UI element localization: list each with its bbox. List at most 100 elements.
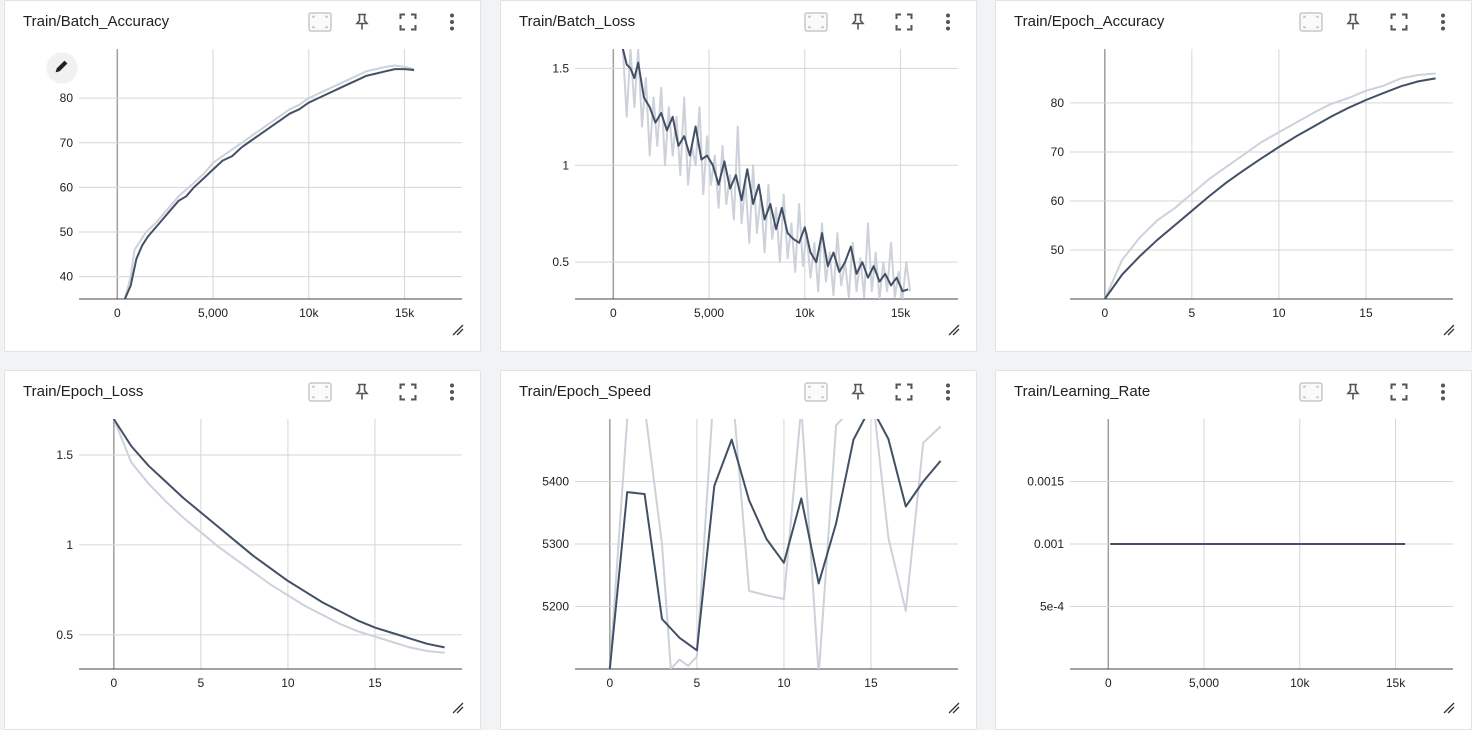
pin-button[interactable] <box>844 9 872 35</box>
more-options-button[interactable] <box>934 9 962 35</box>
fullscreen-button[interactable] <box>394 9 422 35</box>
resize-handle[interactable] <box>452 701 464 714</box>
y-tick-label: 80 <box>1051 96 1065 110</box>
y-tick-label: 0.001 <box>1034 537 1064 551</box>
fullscreen-icon <box>1390 13 1408 31</box>
fit-domain-button[interactable] <box>306 379 334 405</box>
line-chart: 0 5,000 10k 15k 5e-4 0.001 0.0015 <box>1027 419 1453 690</box>
y-tick-label: 60 <box>60 180 74 194</box>
fit-domain-icon <box>308 12 332 32</box>
resize-handle[interactable] <box>1443 701 1455 714</box>
scalar-card-2: 0 5 10 15 50 60 70 80 Train/Epoch_Accuracy <box>995 0 1472 352</box>
x-tick-label: 5,000 <box>694 306 724 320</box>
x-tick-label: 10k <box>299 306 319 320</box>
x-tick-label: 10 <box>281 676 295 690</box>
fit-domain-icon <box>1299 382 1323 402</box>
scalar-card-5: 0 5,000 10k 15k 5e-4 0.001 0.0015 Train/Learni… <box>995 370 1472 730</box>
fullscreen-icon <box>399 13 417 31</box>
fullscreen-icon <box>895 383 913 401</box>
pin-icon <box>1345 13 1361 31</box>
x-tick-label: 15 <box>864 676 878 690</box>
fit-domain-button[interactable] <box>802 9 830 35</box>
more-vert-icon <box>1440 13 1446 31</box>
x-tick-label: 0 <box>1101 306 1108 320</box>
y-tick-label: 1.5 <box>56 448 73 462</box>
resize-handle[interactable] <box>948 323 960 336</box>
series-line-smoothed <box>112 419 445 649</box>
more-options-button[interactable] <box>1429 379 1457 405</box>
fullscreen-button[interactable] <box>1385 379 1413 405</box>
y-tick-label: 1 <box>66 538 73 552</box>
x-tick-label: 0 <box>110 676 117 690</box>
scalar-card-4: 0 5 10 15 5200 5300 5400 Train/Epoch_Speed <box>500 370 977 730</box>
fit-domain-icon <box>804 12 828 32</box>
card-title: Train/Epoch_Accuracy <box>1014 13 1165 30</box>
fullscreen-button[interactable] <box>890 379 918 405</box>
scalar-card-3: 0 5 10 15 0.5 1 1.5 Train/Epoch_Loss <box>4 370 481 730</box>
card-title: Train/Epoch_Loss <box>23 383 144 400</box>
pin-icon <box>354 13 370 31</box>
pin-icon <box>354 383 370 401</box>
x-tick-label: 10k <box>795 306 815 320</box>
y-tick-label: 50 <box>1051 243 1065 257</box>
pin-button[interactable] <box>348 379 376 405</box>
x-tick-label: 5 <box>1189 306 1196 320</box>
pin-icon <box>850 383 866 401</box>
fullscreen-icon <box>399 383 417 401</box>
fit-domain-icon <box>308 382 332 402</box>
x-tick-label: 15 <box>1359 306 1373 320</box>
resize-handle[interactable] <box>1443 323 1455 336</box>
series-line-raw <box>621 49 912 299</box>
y-tick-label: 60 <box>1051 194 1065 208</box>
line-chart: 0 5 10 15 5200 5300 5400 <box>542 419 958 690</box>
fit-domain-button[interactable] <box>306 9 334 35</box>
fullscreen-button[interactable] <box>394 379 422 405</box>
y-tick-label: 5200 <box>542 600 569 614</box>
x-tick-label: 5 <box>198 676 205 690</box>
more-vert-icon <box>449 383 455 401</box>
x-tick-label: 0 <box>606 676 613 690</box>
x-tick-label: 15k <box>1386 676 1406 690</box>
y-tick-label: 5400 <box>542 475 569 489</box>
pin-button[interactable] <box>1339 9 1367 35</box>
y-tick-label: 50 <box>60 225 74 239</box>
fullscreen-button[interactable] <box>1385 9 1413 35</box>
pin-button[interactable] <box>348 9 376 35</box>
x-tick-label: 15k <box>891 306 911 320</box>
fullscreen-button[interactable] <box>890 9 918 35</box>
x-tick-label: 0 <box>610 306 617 320</box>
more-vert-icon <box>449 13 455 31</box>
more-options-button[interactable] <box>934 379 962 405</box>
card-title: Train/Batch_Loss <box>519 13 636 30</box>
line-chart: 0 5,000 10k 15k 40 50 60 70 80 <box>60 49 462 320</box>
y-tick-label: 40 <box>60 270 74 284</box>
card-title: Train/Batch_Accuracy <box>23 13 170 30</box>
fit-domain-icon <box>1299 12 1323 32</box>
fullscreen-icon <box>1390 383 1408 401</box>
series-line-smoothed <box>621 49 909 293</box>
more-options-button[interactable] <box>438 9 466 35</box>
more-options-button[interactable] <box>438 379 466 405</box>
x-tick-label: 15k <box>395 306 415 320</box>
line-chart: 0 5,000 10k 15k 0.5 1 1.5 <box>552 49 958 320</box>
x-tick-label: 5,000 <box>1189 676 1219 690</box>
resize-handle[interactable] <box>452 323 464 336</box>
fit-domain-button[interactable] <box>802 379 830 405</box>
edit-button[interactable] <box>47 53 77 83</box>
pin-button[interactable] <box>844 379 872 405</box>
series-line-raw <box>1103 72 1436 299</box>
y-tick-label: 70 <box>1051 145 1065 159</box>
fit-domain-button[interactable] <box>1297 9 1325 35</box>
scalar-card-1: 0 5,000 10k 15k 0.5 1 1.5 Train/Batch_Loss <box>500 0 977 352</box>
y-tick-label: 1.5 <box>552 61 569 75</box>
fit-domain-button[interactable] <box>1297 379 1325 405</box>
pencil-icon <box>55 59 69 78</box>
pin-button[interactable] <box>1339 379 1367 405</box>
scalar-card-0: 0 5,000 10k 15k 40 50 60 70 80 Train/Batch_Accur… <box>4 0 481 352</box>
series-line-raw <box>608 419 942 669</box>
more-options-button[interactable] <box>1429 9 1457 35</box>
x-tick-label: 10 <box>1272 306 1286 320</box>
resize-handle[interactable] <box>948 701 960 714</box>
y-tick-label: 80 <box>60 91 74 105</box>
y-tick-label: 70 <box>60 136 74 150</box>
